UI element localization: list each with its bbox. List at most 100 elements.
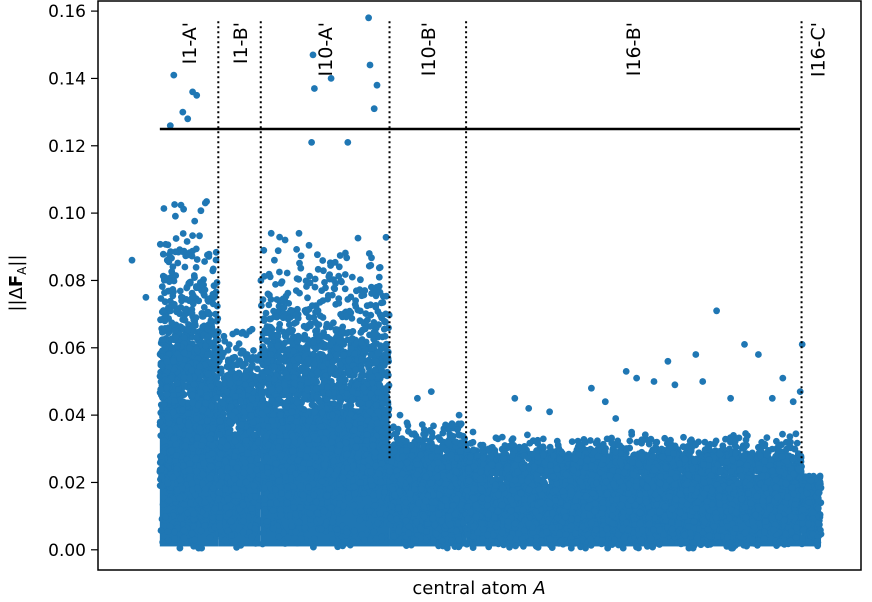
- data-points: [128, 14, 825, 552]
- data-point: [289, 386, 297, 394]
- data-point: [191, 317, 199, 325]
- data-point: [178, 399, 186, 406]
- data-point: [365, 262, 373, 270]
- data-point: [249, 419, 257, 426]
- data-point: [164, 528, 172, 535]
- data-point: [177, 201, 185, 209]
- data-point: [173, 452, 181, 459]
- data-point: [163, 390, 171, 398]
- data-point: [164, 479, 172, 487]
- y-tick-label: 0.14: [48, 69, 86, 89]
- data-point: [193, 415, 200, 423]
- data-point: [157, 386, 165, 393]
- data-point: [259, 529, 267, 537]
- data-point: [179, 406, 186, 414]
- y-tick-label: 0.02: [48, 473, 86, 493]
- data-point: [329, 358, 337, 366]
- data-point: [194, 434, 201, 442]
- data-point: [278, 490, 285, 497]
- data-point: [186, 344, 194, 352]
- data-point: [171, 201, 179, 208]
- data-point: [333, 506, 341, 514]
- data-point: [319, 469, 327, 477]
- data-point: [349, 538, 357, 545]
- data-point: [176, 494, 184, 502]
- data-point: [176, 354, 184, 362]
- data-point: [345, 494, 353, 502]
- data-point: [381, 317, 388, 325]
- data-point: [282, 473, 289, 481]
- data-point: [280, 298, 287, 306]
- data-point: [225, 510, 233, 518]
- data-point: [286, 362, 293, 370]
- data-point: [188, 479, 196, 487]
- data-point: [288, 522, 296, 530]
- data-point: [242, 331, 250, 339]
- data-point: [293, 399, 301, 406]
- data-point: [239, 487, 247, 494]
- data-point: [284, 483, 291, 491]
- data-point: [376, 381, 384, 389]
- data-point: [171, 397, 178, 404]
- data-point: [225, 341, 233, 348]
- data-point: [206, 435, 214, 442]
- data-point: [378, 312, 385, 319]
- data-point: [176, 417, 183, 425]
- data-point: [199, 406, 207, 414]
- data-point: [323, 492, 331, 500]
- data-point: [191, 274, 198, 281]
- data-point: [280, 304, 288, 311]
- data-point: [223, 388, 231, 396]
- data-point: [310, 447, 318, 454]
- data-point: [220, 349, 227, 357]
- data-point: [159, 538, 167, 546]
- data-point: [381, 414, 389, 422]
- data-point: [312, 453, 319, 461]
- data-point: [261, 484, 268, 492]
- data-point: [277, 355, 285, 362]
- data-point: [270, 363, 278, 371]
- data-point: [201, 286, 209, 294]
- data-point: [282, 387, 290, 395]
- data-point: [336, 361, 344, 368]
- data-point: [233, 544, 241, 551]
- data-point: [189, 399, 197, 407]
- data-point: [259, 402, 267, 410]
- data-point: [291, 438, 298, 446]
- data-point: [377, 453, 384, 461]
- data-point: [324, 295, 331, 303]
- data-point: [164, 414, 172, 422]
- data-point: [343, 528, 351, 536]
- data-point: [345, 422, 353, 429]
- data-point: [174, 259, 182, 267]
- data-point: [339, 328, 346, 335]
- data-point: [341, 271, 349, 278]
- data-point: [279, 314, 287, 322]
- data-point: [270, 375, 278, 383]
- data-point: [195, 544, 203, 552]
- data-point: [272, 460, 280, 467]
- data-point: [262, 508, 269, 516]
- data-point: [156, 240, 164, 248]
- data-point: [332, 326, 340, 333]
- data-point: [208, 450, 216, 457]
- data-point: [276, 411, 284, 419]
- data-point: [242, 478, 250, 486]
- data-point: [317, 525, 325, 533]
- data-point: [366, 507, 374, 515]
- data-point: [221, 536, 229, 544]
- data-point: [275, 443, 282, 451]
- data-point: [216, 514, 224, 521]
- data-point: [270, 525, 277, 533]
- data-point: [279, 467, 287, 475]
- data-point: [310, 491, 318, 499]
- y-tick-label: 0.16: [48, 2, 86, 22]
- data-point: [281, 540, 289, 547]
- data-point: [250, 347, 257, 354]
- data-point: [290, 379, 298, 387]
- data-point: [204, 308, 212, 316]
- data-point: [181, 383, 188, 390]
- data-point: [297, 451, 304, 458]
- y-tick-label: 0.04: [48, 406, 86, 426]
- data-point: [160, 437, 168, 445]
